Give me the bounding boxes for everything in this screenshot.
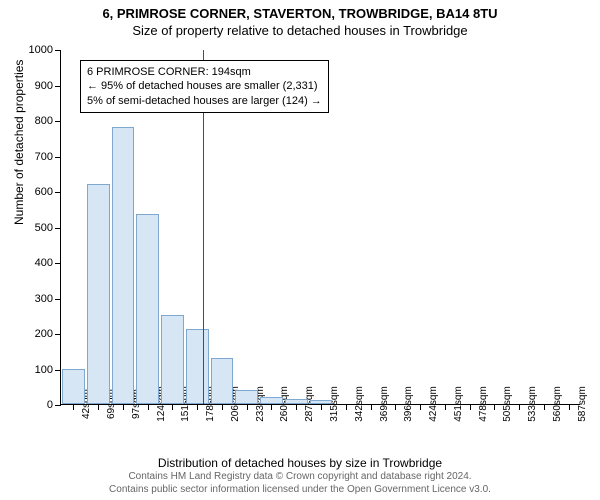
x-tick-label: 478sqm (470, 386, 489, 422)
title-address: 6, PRIMROSE CORNER, STAVERTON, TROWBRIDG… (0, 6, 600, 21)
chart-title-group: 6, PRIMROSE CORNER, STAVERTON, TROWBRIDG… (0, 0, 600, 38)
histogram-bar (310, 400, 333, 404)
histogram-bar (285, 399, 308, 404)
histogram-bar (161, 315, 184, 404)
histogram-bar (211, 358, 234, 404)
x-tick-label: 533sqm (519, 386, 538, 422)
y-tick-label: 900 (35, 80, 61, 92)
x-tick-label: 587sqm (569, 386, 588, 422)
histogram-bar (260, 397, 283, 404)
x-tick-label: 424sqm (420, 386, 439, 422)
y-tick-label: 100 (35, 364, 61, 376)
title-subtitle: Size of property relative to detached ho… (0, 23, 600, 38)
y-tick-label: 1000 (29, 44, 61, 56)
histogram-bar (186, 329, 209, 404)
histogram-bar (62, 369, 85, 405)
x-tick-label: 287sqm (296, 386, 315, 422)
x-tick-label: 315sqm (321, 386, 340, 422)
annotation-line: ← 95% of detached houses are smaller (2,… (87, 79, 322, 93)
y-tick-label: 700 (35, 151, 61, 163)
histogram-bar (136, 214, 159, 404)
footer-text: Contains HM Land Registry data © Crown c… (0, 470, 600, 496)
x-tick-label: 451sqm (445, 386, 464, 422)
histogram-bar (112, 127, 135, 404)
histogram-bar (87, 184, 110, 404)
footer-line-1: Contains HM Land Registry data © Crown c… (0, 470, 600, 483)
x-tick-label: 560sqm (544, 386, 563, 422)
histogram-chart: 0100200300400500600700800900100042sqm69s… (60, 50, 580, 405)
y-tick-label: 200 (35, 328, 61, 340)
annotation-line: 6 PRIMROSE CORNER: 194sqm (87, 65, 322, 79)
y-tick-label: 0 (47, 399, 61, 411)
x-tick-label: 505sqm (494, 386, 513, 422)
annotation-box: 6 PRIMROSE CORNER: 194sqm← 95% of detach… (80, 60, 329, 113)
footer-line-2: Contains public sector information licen… (0, 483, 600, 496)
y-tick-label: 300 (35, 293, 61, 305)
y-tick-label: 800 (35, 115, 61, 127)
x-tick-label: 260sqm (271, 386, 290, 422)
annotation-line: 5% of semi-detached houses are larger (1… (87, 94, 322, 108)
x-tick-label: 396sqm (395, 386, 414, 422)
y-axis-title: Number of detached properties (12, 60, 26, 225)
histogram-bar (235, 390, 258, 404)
x-tick-label: 342sqm (346, 386, 365, 422)
y-tick-label: 500 (35, 222, 61, 234)
y-tick-label: 600 (35, 186, 61, 198)
x-tick-label: 369sqm (371, 386, 390, 422)
y-tick-label: 400 (35, 257, 61, 269)
x-axis-title: Distribution of detached houses by size … (0, 456, 600, 470)
